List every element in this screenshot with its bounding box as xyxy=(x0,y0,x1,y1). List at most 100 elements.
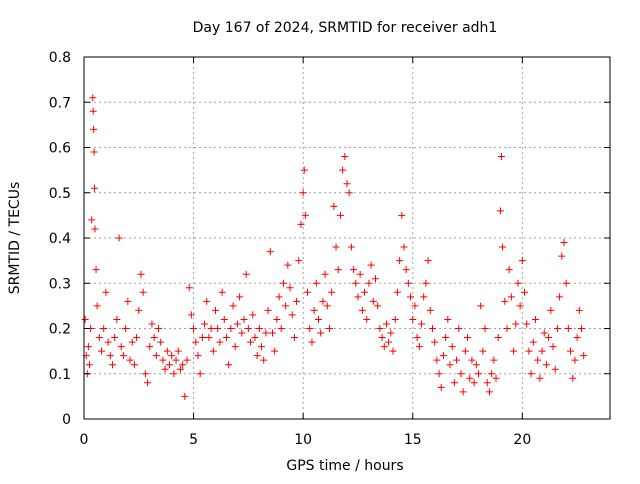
x-axis-label: GPS time / hours xyxy=(286,458,403,474)
data-point xyxy=(172,356,180,364)
data-point xyxy=(426,306,434,314)
data-point xyxy=(470,379,478,387)
data-point xyxy=(501,297,509,305)
data-point xyxy=(244,325,252,332)
data-point xyxy=(262,329,270,337)
y-tick-label: 0.7 xyxy=(49,95,71,111)
data-point xyxy=(374,302,382,310)
data-point xyxy=(284,261,292,269)
data-point xyxy=(431,338,439,346)
data-point xyxy=(185,284,193,292)
data-point xyxy=(264,306,272,314)
data-point xyxy=(477,302,485,310)
grid xyxy=(84,57,610,419)
data-point xyxy=(352,279,360,287)
data-point xyxy=(485,388,493,396)
data-point xyxy=(354,293,362,301)
data-point xyxy=(218,288,226,296)
data-point xyxy=(378,334,386,342)
data-points xyxy=(81,94,588,400)
data-point xyxy=(207,325,215,332)
data-point xyxy=(540,329,548,337)
data-point xyxy=(343,180,351,188)
data-point xyxy=(233,320,241,328)
data-point xyxy=(220,315,228,323)
data-point xyxy=(85,361,93,369)
data-point xyxy=(135,306,143,314)
data-point xyxy=(439,352,447,360)
data-point xyxy=(350,266,358,274)
data-point xyxy=(363,315,371,323)
data-point xyxy=(347,243,355,251)
y-axis-label: SRMTID / TECUs xyxy=(7,182,23,295)
data-point xyxy=(279,279,287,287)
data-point xyxy=(81,315,89,323)
data-point xyxy=(148,320,156,328)
data-point xyxy=(523,320,531,328)
data-point xyxy=(165,361,173,369)
data-point xyxy=(152,352,160,360)
data-point xyxy=(529,338,537,346)
data-point xyxy=(450,379,458,387)
data-point xyxy=(92,266,100,274)
data-point xyxy=(249,311,257,319)
data-point xyxy=(168,352,176,360)
data-point xyxy=(545,334,553,342)
data-point xyxy=(567,347,575,355)
data-point xyxy=(558,252,566,260)
data-point xyxy=(448,343,456,351)
data-point xyxy=(483,379,491,387)
data-point xyxy=(382,320,390,328)
axis-ticks: 0 0.1 0.2 0.3 0.4 0.5 0.6 0.7 0.8 0 5 10 15 20 xyxy=(49,50,610,448)
data-point xyxy=(196,370,204,378)
data-point xyxy=(422,279,430,287)
data-point xyxy=(521,288,529,296)
data-point xyxy=(295,257,303,265)
data-point xyxy=(271,347,279,355)
data-point xyxy=(102,288,110,296)
data-point xyxy=(159,356,167,364)
data-point xyxy=(345,189,353,197)
data-point xyxy=(556,293,564,301)
data-point xyxy=(133,334,141,342)
data-point xyxy=(258,343,266,351)
data-point xyxy=(407,293,415,301)
data-point xyxy=(155,325,163,332)
data-point xyxy=(179,361,187,369)
data-point xyxy=(229,302,237,310)
data-point xyxy=(89,107,97,115)
data-point xyxy=(428,325,436,332)
data-point xyxy=(268,329,276,337)
data-point xyxy=(475,370,482,378)
data-point xyxy=(106,352,114,360)
data-point xyxy=(253,352,261,360)
data-point xyxy=(306,325,314,332)
data-point xyxy=(183,356,191,364)
data-point xyxy=(299,189,307,197)
data-point xyxy=(137,270,145,278)
data-point xyxy=(534,356,542,364)
data-point xyxy=(442,334,450,342)
data-point xyxy=(319,297,327,305)
data-point xyxy=(222,334,230,342)
data-point xyxy=(214,325,222,332)
data-point xyxy=(380,343,388,351)
data-point xyxy=(411,302,419,310)
data-point xyxy=(490,356,498,364)
data-point xyxy=(356,270,364,278)
data-point xyxy=(371,275,379,283)
data-point xyxy=(444,315,452,323)
data-point xyxy=(174,347,182,355)
data-point xyxy=(290,334,298,342)
y-tick-label: 0.2 xyxy=(49,322,71,338)
data-point xyxy=(194,352,202,360)
chart-title: Day 167 of 2024, SRMTID for receiver adh… xyxy=(193,20,498,36)
data-point xyxy=(503,325,511,332)
data-point xyxy=(190,325,198,332)
data-point xyxy=(192,338,200,346)
data-point xyxy=(163,347,171,355)
data-point xyxy=(569,374,577,382)
data-point xyxy=(481,325,489,332)
data-point xyxy=(141,370,149,378)
x-tick-label: 0 xyxy=(80,432,89,448)
